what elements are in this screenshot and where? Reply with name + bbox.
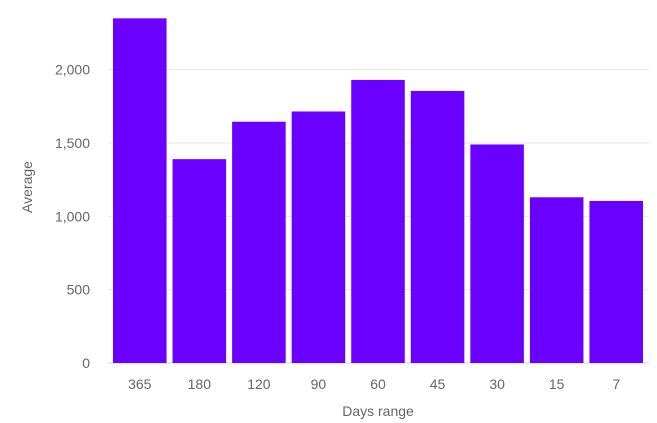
bar-120[interactable] <box>232 121 286 363</box>
y-tick-label: 2,000 <box>55 62 90 78</box>
x-tick-label: 15 <box>549 376 565 392</box>
bar-180[interactable] <box>172 159 227 363</box>
bar-60[interactable] <box>351 79 405 363</box>
bar-45[interactable] <box>410 90 465 363</box>
x-tick-label: 120 <box>247 376 271 392</box>
y-tick-label: 0 <box>82 355 90 371</box>
x-tick-label: 7 <box>612 376 620 392</box>
x-tick-label: 45 <box>430 376 446 392</box>
x-tick-label: 365 <box>128 376 152 392</box>
x-axis-title: Days range <box>342 403 414 419</box>
y-tick-label: 1,000 <box>55 208 90 224</box>
bar-30[interactable] <box>470 144 524 363</box>
y-axis-title: Average <box>19 161 35 213</box>
bar-365[interactable] <box>113 18 167 363</box>
y-axis-ticks: 0 500 1,000 1,500 2,000 <box>55 62 90 371</box>
bar-7[interactable] <box>589 200 643 363</box>
bar-15[interactable] <box>529 197 584 363</box>
x-tick-label: 30 <box>489 376 505 392</box>
x-tick-label: 60 <box>370 376 386 392</box>
x-tick-label: 90 <box>311 376 327 392</box>
bar-90[interactable] <box>291 111 346 363</box>
x-tick-label: 180 <box>188 376 212 392</box>
x-axis-ticks: 365 180 120 90 60 45 30 15 7 <box>128 376 620 392</box>
y-tick-label: 500 <box>67 282 91 298</box>
bar-layer <box>113 18 643 363</box>
y-tick-label: 1,500 <box>55 135 90 151</box>
